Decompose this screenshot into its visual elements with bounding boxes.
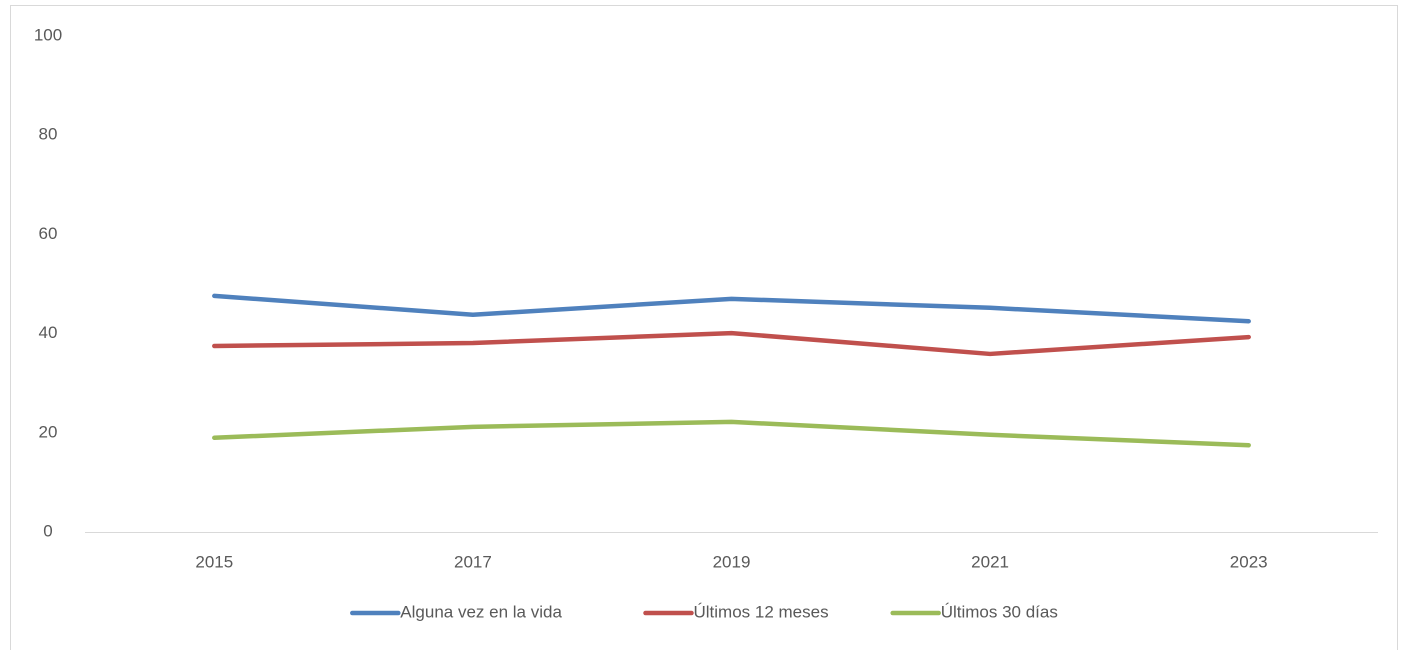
x-tick-label: 2017 [454, 552, 492, 571]
y-tick-label: 20 [39, 422, 58, 441]
legend-label: Últimos 12 meses [694, 602, 829, 621]
x-tick-label: 2019 [713, 552, 751, 571]
x-tick-label: 2023 [1230, 552, 1268, 571]
series-line [212, 293, 1251, 324]
y-tick-label: 60 [39, 224, 58, 243]
legend-label: Alguna vez en la vida [400, 602, 562, 621]
x-tick-label: 2015 [195, 552, 233, 571]
y-tick-label: 0 [43, 521, 52, 540]
y-tick-label: 100 [34, 25, 62, 44]
x-tick-label: 2021 [971, 552, 1009, 571]
series-line [212, 419, 1251, 448]
legend-label: Últimos 30 días [941, 602, 1058, 621]
chart-frame [10, 5, 1398, 650]
y-tick-label: 40 [39, 323, 58, 342]
series-line [212, 330, 1251, 357]
y-tick-label: 80 [39, 125, 58, 144]
